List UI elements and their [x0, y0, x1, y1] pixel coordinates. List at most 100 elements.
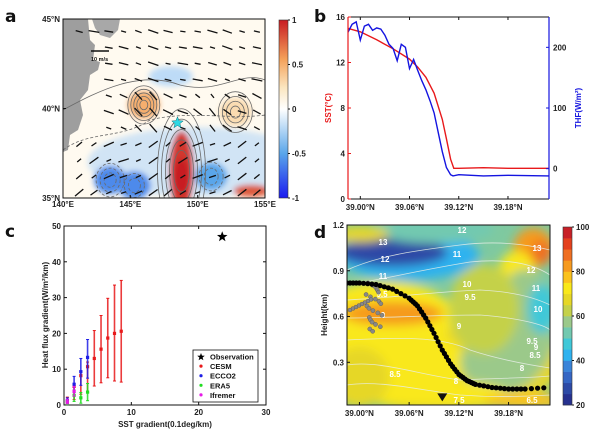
wind-arrow [251, 62, 263, 66]
wind-arrow [179, 190, 187, 196]
wind-arrow [195, 191, 201, 195]
wind-vectors [74, 29, 263, 197]
contour-line [95, 162, 125, 198]
y-tick-label: 10 [52, 365, 61, 374]
wind-arrow [120, 191, 127, 195]
panel-a-colorbar [278, 19, 289, 199]
blh-dot [385, 285, 391, 291]
x-tick-label: 39.06°N [395, 409, 424, 418]
left-y-tick-label: 8 [341, 104, 346, 113]
wind-arrow [103, 109, 114, 115]
contour-line [127, 177, 141, 194]
wind-arrow [207, 77, 218, 82]
y-tick-label: 1.2 [333, 221, 345, 230]
contour-line [173, 149, 190, 193]
grey-marker [377, 324, 383, 330]
panel-a-ticks: 140°E 145°E 150°E 155°E 35°N 40°N 45°N [42, 15, 276, 209]
grey-marker [363, 292, 369, 297]
humidity-region [485, 392, 550, 405]
anomaly-core [173, 158, 190, 195]
blh-dot [493, 385, 499, 391]
wind-arrow [165, 62, 171, 65]
wind-arrow [254, 142, 260, 147]
wind-arrow [88, 29, 100, 34]
grey-marker [368, 297, 374, 302]
wind-arrow [237, 110, 247, 115]
wind-arrow [149, 107, 158, 117]
wind-arrow [149, 91, 158, 101]
wind-arrow [148, 188, 158, 197]
blh-dot [481, 383, 487, 389]
x-tick-label: 145°E [119, 200, 142, 209]
colorbar-tick-label: -0.5 [292, 150, 306, 159]
y-tick-label: 20 [52, 329, 61, 338]
wind-arrow [89, 156, 99, 165]
thf-line [348, 20, 549, 177]
wind-arrow [177, 62, 189, 66]
temperature-contours [347, 242, 550, 397]
panel-b-label: b [314, 7, 326, 27]
wind-arrow [180, 174, 186, 179]
panel-d-ylabel: Height(km) [320, 294, 329, 336]
panel-d-field: 1312121111109.59.5999.598.58.5887.513121… [347, 225, 550, 405]
ecco2-point [72, 382, 76, 386]
wind-arrow [75, 173, 83, 180]
wind-arrow [119, 93, 128, 99]
wind-arrow [91, 142, 97, 147]
x-tick-label: 140°E [52, 200, 75, 209]
y-tick-label: 0.9 [333, 267, 345, 276]
x-tick-label: 39.00°N [345, 409, 374, 418]
y-tick-label: 35°N [42, 194, 60, 203]
contour-labels: 1312121111109.59.5999.598.58.5887.513121… [376, 226, 543, 405]
blh-dot [394, 288, 400, 294]
wind-arrow [106, 126, 112, 130]
contour-line [347, 242, 550, 271]
colorbar-segment [563, 327, 572, 339]
legend-star-icon [197, 353, 205, 361]
contour-label: 13 [379, 238, 388, 247]
panel-c: c 0 10 20 30 0 10 20 30 40 50 SST gradient(0.1deg… [5, 222, 271, 429]
humidity-region [347, 238, 448, 267]
cesm-point [112, 331, 117, 335]
legend-label: CESM [210, 362, 232, 371]
colorbar-tick-label: 0.5 [292, 61, 304, 70]
panel-d-colorbar [562, 226, 573, 406]
wind-arrow [165, 158, 171, 163]
colorbar-tick-label: 0 [292, 105, 297, 114]
scale-arrow-label: 10 m/s [91, 57, 108, 63]
humidity-region [347, 347, 390, 405]
wind-arrow [238, 46, 246, 50]
wind-arrow [163, 188, 173, 197]
grey-marker [366, 305, 372, 311]
blh-dot [435, 339, 441, 345]
x-tick-label: 150°E [187, 200, 210, 209]
panel-a-label: a [5, 7, 16, 27]
wind-arrow [104, 30, 114, 33]
wind-arrow [209, 142, 216, 146]
panel-d: d 1312121111109.59.5999.598.58.5887.5131… [314, 221, 590, 418]
humidity-region [531, 240, 550, 265]
wind-arrow [209, 191, 216, 195]
grey-marker [376, 289, 381, 295]
blh-dot [356, 280, 362, 286]
colorbar-tick-label: -1 [292, 194, 300, 203]
wind-arrow [134, 124, 143, 133]
down-triangle-marker [437, 393, 448, 402]
wind-arrow [208, 174, 217, 179]
grey-marker [378, 301, 384, 307]
wind-arrow [180, 30, 186, 33]
wind-arrow [164, 78, 172, 82]
blh-dot [429, 326, 435, 333]
wind-arrow [254, 158, 260, 163]
contour-label: 9.5 [376, 290, 388, 299]
wind-arrow [237, 172, 247, 181]
blh-dot [373, 281, 379, 288]
blh-dot [497, 385, 503, 391]
boundary-layer-height-dots [347, 280, 547, 392]
contour-line [347, 314, 550, 331]
contour-label: 9.5 [464, 293, 476, 302]
wind-arrow [222, 29, 233, 34]
wind-arrow [135, 174, 142, 179]
colorbar-segment [563, 238, 572, 250]
wind-arrow [163, 93, 173, 99]
